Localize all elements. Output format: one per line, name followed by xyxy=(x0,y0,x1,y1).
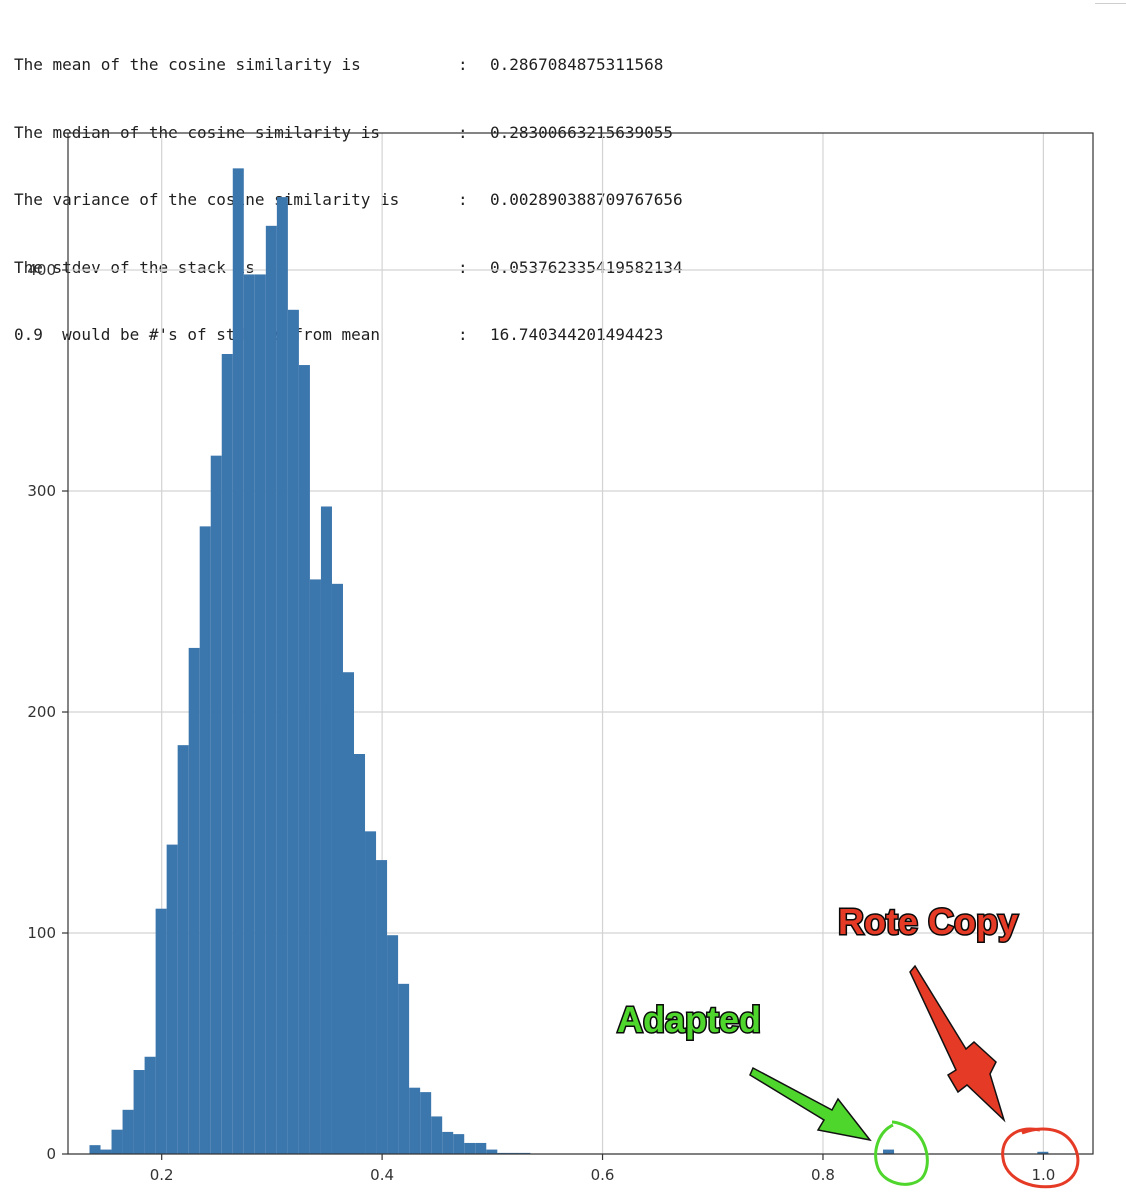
histogram-bar xyxy=(486,1149,498,1154)
histogram-bar xyxy=(298,365,310,1155)
stat-label: The stdev of the stack is xyxy=(14,257,255,277)
histogram-bar xyxy=(232,168,244,1154)
histogram-bar xyxy=(133,1070,145,1154)
histogram-bar xyxy=(89,1145,101,1154)
histogram-bar xyxy=(122,1109,134,1154)
stat-separator: : xyxy=(458,55,468,74)
x-tick-label: 1.0 xyxy=(1031,1166,1055,1184)
histogram-bar xyxy=(442,1131,454,1154)
histogram-bar xyxy=(177,745,189,1154)
annotation-adapted: Adapted xyxy=(616,998,929,1186)
histogram-bar xyxy=(464,1142,476,1154)
histogram-bar xyxy=(276,197,288,1154)
stats-output: The mean of the cosine similarity is: 0.2… xyxy=(14,9,683,369)
y-tick-label: 400 xyxy=(27,261,56,279)
adapted-arrow xyxy=(749,1066,872,1142)
histogram-bar xyxy=(287,309,299,1155)
histogram-bar xyxy=(409,1087,421,1154)
histogram-bar xyxy=(883,1149,895,1154)
stat-separator: : xyxy=(458,325,468,344)
histogram-bar xyxy=(188,647,200,1154)
histogram-bar xyxy=(111,1129,123,1154)
stat-separator: : xyxy=(458,190,468,209)
histogram-bar xyxy=(387,935,399,1154)
adapted-label: Adapted xyxy=(617,999,761,1040)
stat-row-stdev: The stdev of the stack is: 0.053762335419… xyxy=(14,257,683,280)
y-axis-ticks: 0 100 200 300 400 xyxy=(27,261,68,1163)
histogram-bars xyxy=(89,168,1049,1155)
histogram-bar xyxy=(309,579,321,1154)
histogram-bar xyxy=(342,672,355,1154)
stat-value: 0.002890388709767656 xyxy=(490,190,683,209)
histogram-bar xyxy=(210,455,222,1154)
histogram-bar xyxy=(144,1056,156,1154)
rote-copy-circle xyxy=(1001,1127,1080,1189)
y-tick-label: 0 xyxy=(46,1145,56,1163)
histogram-bar xyxy=(155,908,167,1154)
x-tick-label: 0.6 xyxy=(591,1166,615,1184)
histogram-bar xyxy=(398,983,410,1154)
x-tick-label: 0.4 xyxy=(370,1166,394,1184)
histogram-bar xyxy=(221,353,233,1154)
histogram-bar xyxy=(100,1149,112,1154)
x-tick-label: 0.8 xyxy=(811,1166,835,1184)
histogram-bar xyxy=(376,860,388,1154)
histogram-bar xyxy=(431,1116,443,1154)
stat-value: 0.2867084875311568 xyxy=(490,55,664,74)
rote-copy-arrow xyxy=(909,964,1006,1123)
stat-row-variance: The variance of the cosine similarity is… xyxy=(14,189,683,212)
adapted-circle xyxy=(874,1120,929,1186)
histogram-bar xyxy=(420,1092,432,1154)
histogram-bar xyxy=(199,526,211,1154)
stat-label: The median of the cosine similarity is xyxy=(14,122,381,142)
histogram-bar xyxy=(1037,1151,1049,1154)
rote-copy-label: Rote Copy xyxy=(838,901,1018,942)
histogram-bar xyxy=(475,1142,487,1154)
y-tick-label: 300 xyxy=(27,482,56,500)
stat-label: The mean of the cosine similarity is xyxy=(14,55,361,74)
histogram-bar xyxy=(320,506,332,1155)
x-tick-label: 0.2 xyxy=(150,1166,174,1184)
stat-value: 16.740344201494423 xyxy=(490,325,664,344)
stat-row-median: The median of the cosine similarity is: 0… xyxy=(14,122,683,145)
histogram-bar xyxy=(166,844,178,1154)
stat-separator: : xyxy=(458,122,468,142)
histogram-bar xyxy=(453,1134,465,1154)
histogram-bar xyxy=(254,274,266,1154)
annotation-rote-copy: Rote Copy xyxy=(837,900,1080,1189)
y-tick-label: 100 xyxy=(27,924,56,942)
histogram-bar xyxy=(331,583,343,1154)
stat-separator: : xyxy=(458,257,468,277)
histogram-bar xyxy=(365,831,377,1154)
y-tick-label: 200 xyxy=(27,703,56,721)
stat-value: 0.28300663215639055 xyxy=(490,122,674,142)
histogram-bar xyxy=(265,225,277,1154)
stat-row-mean: The mean of the cosine similarity is: 0.2… xyxy=(14,54,683,77)
histogram-bar xyxy=(243,274,255,1154)
top-divider xyxy=(1095,3,1126,4)
stat-label: The variance of the cosine similarity is xyxy=(14,190,400,209)
x-axis-ticks: 0.2 0.4 0.6 0.8 1.0 xyxy=(150,1154,1055,1184)
histogram-bar xyxy=(354,753,366,1154)
plot-frame xyxy=(67,132,1094,1155)
stat-value: 0.053762335419582134 xyxy=(490,257,683,277)
